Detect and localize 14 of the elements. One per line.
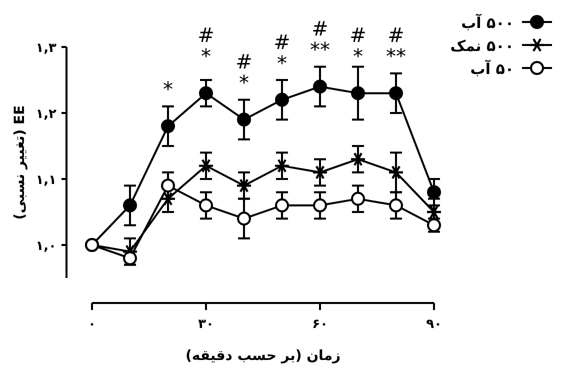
y-tick-label: ۱,۳ <box>36 41 57 56</box>
y-axis-title: EE (تغییر نسبی) <box>12 105 28 220</box>
annotation: * <box>163 77 173 102</box>
y-tick-label: ۱,۰ <box>36 239 56 254</box>
legend-label: ۵۰۰ آب <box>461 13 514 32</box>
legend-label: ۵۰ آب <box>470 59 514 78</box>
x-tick-label: ۶۰ <box>312 317 328 332</box>
x-axis-title: زمان (بر حسب دقیقه) <box>185 348 341 364</box>
y-tick-label: ۱,۲ <box>36 107 57 122</box>
legend-label: ۵۰۰ نمک <box>450 37 514 55</box>
x-tick-label: ۹۰ <box>426 317 442 332</box>
x-tick-label: ۰ <box>88 317 96 332</box>
y-tick-label: ۱,۱ <box>36 173 56 188</box>
x-tick-label: ۳۰ <box>198 317 214 332</box>
